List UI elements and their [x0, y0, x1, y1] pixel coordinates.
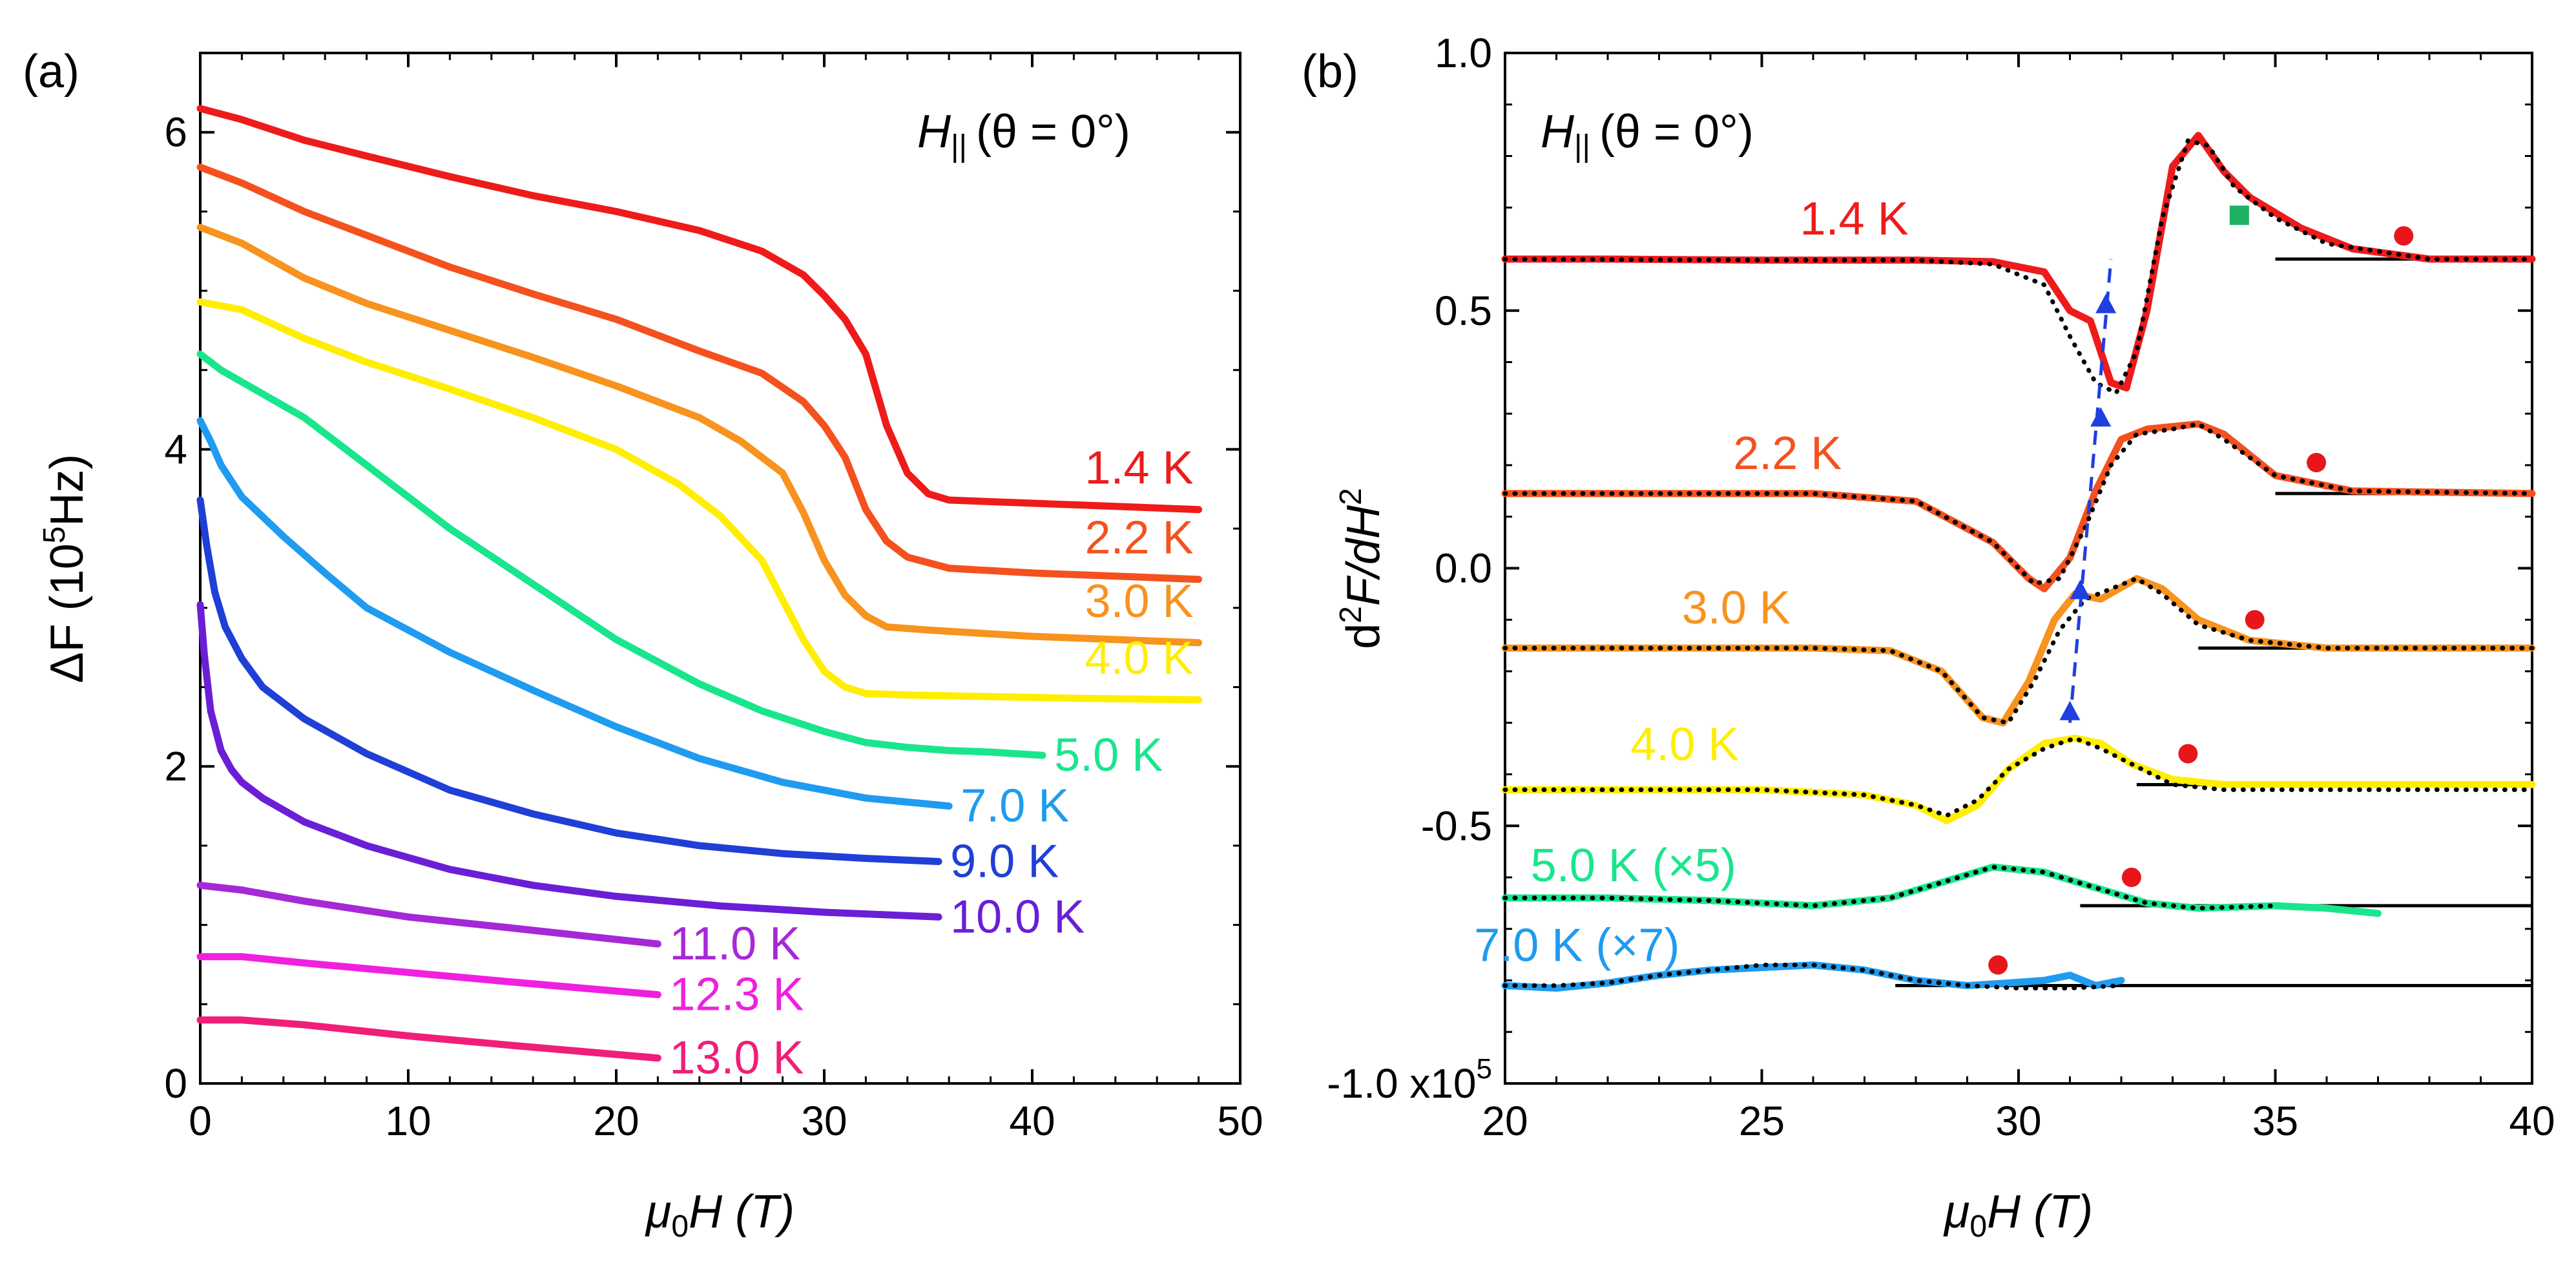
- panel-a-series: [196, 105, 1203, 1062]
- series-label-4-0-k: 4.0 K: [1630, 718, 1739, 770]
- transition-marker: [2095, 293, 2117, 313]
- series-line-13-0-k: [196, 1016, 661, 1062]
- onset-marker-7-0-k-7: [1988, 955, 2008, 975]
- series-line-12-3-k: [196, 953, 661, 999]
- panel-b-x-axis-label: μ0H (T): [1943, 1186, 2093, 1244]
- onset-marker-3-0-k: [2245, 610, 2265, 630]
- onset-marker-1-4-k: [2394, 226, 2414, 246]
- y-tick-label: 4: [164, 426, 187, 472]
- y-tick-label: 6: [164, 109, 187, 156]
- y-tick-label: 1.0: [1435, 30, 1492, 76]
- series-line-3-0-k: [196, 224, 1203, 647]
- series-label-3-0-k: 3.0 K: [1085, 576, 1193, 627]
- panel-a-series-labels: 1.4 K 2.2 K 3.0 K4.0 K 5.0 K7.0 K9.0 K10.0 …: [669, 443, 1193, 1084]
- series-line-2-2-k: [1501, 420, 2536, 592]
- panel-b-series-labels: 1.4 K 2.2 K 3.0 K 4.0 K 5.0 K (×5) 7.0 K (×7): [1474, 193, 1908, 971]
- series-label-9-0-k: 9.0 K: [950, 835, 1059, 887]
- y-tick-label: -0.5: [1421, 802, 1492, 849]
- series-label-10-0-k: 10.0 K: [950, 891, 1085, 943]
- fit-line-2-2-k: [1502, 421, 2535, 587]
- series-label-2-2-k: 2.2 K: [1733, 428, 1842, 479]
- x-tick-label: 25: [1739, 1098, 1785, 1144]
- series-label-7-0-k: 7.0 K: [961, 780, 1069, 832]
- square-marker: [2229, 205, 2249, 225]
- x-tick-label: 35: [2252, 1098, 2298, 1144]
- x-tick-label: 20: [1482, 1098, 1528, 1144]
- panel-b-y-axis-label: d2F/dH2: [1334, 488, 1389, 649]
- fit-line-3-0-k: [1502, 576, 2535, 726]
- x-tick-label: 50: [1217, 1098, 1263, 1144]
- series-line-3-0-k: [1501, 575, 2536, 727]
- panel-b-markers: [1988, 205, 2414, 975]
- panel-a-x-axis-label: μ0H (T): [645, 1186, 795, 1244]
- fit-line-7-0-k-7: [1502, 963, 2124, 990]
- x-tick-label: 40: [1009, 1098, 1055, 1144]
- x-tick-label: 10: [385, 1098, 431, 1144]
- series-line-7-0-k: [196, 417, 953, 810]
- onset-marker-4-0-k: [2178, 744, 2198, 764]
- panel-a-ticks: 0 10 20 30 40 50 0 2 4 6: [164, 52, 1263, 1144]
- panel-b-ticks: 20 25 30 35 40 1.0 0.5 0.0 -0.5 -1.0 x105: [1327, 30, 2555, 1144]
- y-tick-label: 2: [164, 743, 187, 789]
- series-label-4-0-k: 4.0 K: [1085, 632, 1193, 684]
- panel-b-annotation: H|| (θ = 0°): [1541, 106, 1754, 163]
- transition-marker: [2059, 700, 2081, 720]
- series-label-7-0-k-7: 7.0 K (×7): [1474, 919, 1679, 971]
- transition-marker: [2070, 580, 2091, 600]
- series-line-9-0-k: [196, 496, 942, 865]
- x-tick-label: 40: [2509, 1098, 2555, 1144]
- series-line-1-4-k: [196, 105, 1203, 514]
- series-line-5-0-k: [196, 350, 1046, 759]
- series-label-11-0-k: 11.0 K: [669, 918, 800, 970]
- fit-line-5-0-k-5: [1502, 864, 2278, 911]
- panel-b-fits: [1502, 138, 2535, 990]
- transition-guide-line: [2068, 258, 2113, 723]
- y-scale-exponent: 5: [1477, 1053, 1492, 1085]
- transition-marker: [2090, 407, 2112, 427]
- series-label-5-0-k-5: 5.0 K (×5): [1531, 840, 1736, 892]
- series-line-2-2-k: [196, 163, 1203, 583]
- panel-a-frame: [199, 52, 1241, 1085]
- series-label-5-0-k: 5.0 K: [1054, 729, 1163, 781]
- series-label-1-4-k: 1.4 K: [1085, 443, 1193, 494]
- y-tick-label: 0.5: [1435, 288, 1492, 334]
- y-tick-label: -1.0 x105: [1327, 1053, 1492, 1107]
- panel-a-y-axis-label: ΔF (105Hz): [37, 454, 93, 684]
- panel-b: (b) 20 25 30 35 40 1.0 0.5 0.0 -0.5 -1.0 x105 1.4…: [1302, 30, 2555, 1244]
- x-tick-label: 0: [189, 1098, 212, 1144]
- series-label-3-0-k: 3.0 K: [1682, 582, 1791, 634]
- panel-a: (a) 0 10 20 30 40 50 0 2 4 6 1.4 K 2.2 K 3.0 K4.0 K…: [23, 46, 1263, 1244]
- x-tick-label: 30: [1995, 1098, 2041, 1144]
- panel-a-label: (a): [23, 46, 79, 98]
- x-tick-label: 30: [801, 1098, 847, 1144]
- y-tick-label: 0: [164, 1060, 187, 1107]
- series-label-1-4-k: 1.4 K: [1800, 193, 1909, 245]
- series-label-12-3-k: 12.3 K: [669, 969, 804, 1021]
- series-line-11-0-k: [196, 881, 661, 948]
- series-line-10-0-k: [196, 601, 942, 921]
- series-label-2-2-k: 2.2 K: [1085, 512, 1193, 564]
- panel-a-annotation: H|| (θ = 0°): [917, 106, 1130, 163]
- series-line-4-0-k: [196, 298, 1203, 704]
- x-tick-label: 20: [593, 1098, 639, 1144]
- series-label-13-0-k: 13.0 K: [669, 1032, 804, 1084]
- panel-b-label: (b): [1302, 46, 1358, 98]
- onset-marker-5-0-k-5: [2121, 868, 2141, 887]
- onset-marker-2-2-k: [2307, 453, 2327, 473]
- y-tick-label: 0.0: [1435, 545, 1492, 592]
- fit-line-4-0-k: [1502, 735, 2535, 819]
